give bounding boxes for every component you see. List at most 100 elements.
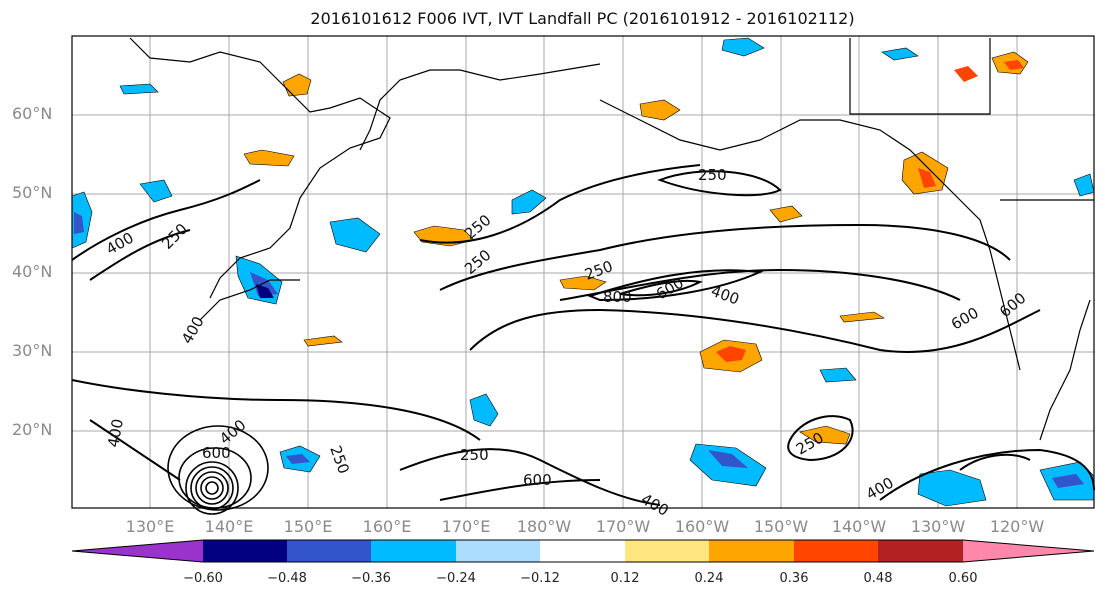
ivt-contours (71, 164, 1095, 506)
negative-anomaly-core (1052, 474, 1084, 488)
positive-anomaly-core (1004, 60, 1024, 70)
negative-anomaly-patch (917, 469, 987, 507)
colorbar-tick-label: 0.12 (610, 571, 640, 586)
ivt-contour-400 (559, 268, 961, 301)
ivt-contour-250 (657, 170, 782, 197)
longitude-label: 150°W (753, 517, 809, 536)
ivt-contour-250 (419, 164, 701, 244)
colorbar-segment (371, 540, 456, 562)
latitude-label: 30°N (12, 341, 53, 360)
positive-anomaly-patch (559, 275, 607, 291)
map-frame (71, 35, 1095, 509)
longitude-label: 180°W (516, 517, 572, 536)
ivt-contour-250 (71, 179, 261, 261)
positive-anomaly-core (918, 168, 936, 188)
ivt-contour-250 (439, 223, 1011, 291)
graticule (72, 36, 1094, 508)
contour-label: 400 (104, 417, 127, 448)
asia-coastline (129, 37, 391, 299)
negative-anomaly-patch (511, 189, 547, 215)
latitude-label: 60°N (12, 104, 53, 123)
longitude-label: 130°E (125, 517, 175, 536)
positive-anomaly-patch (282, 73, 312, 97)
longitude-label: 170°E (441, 517, 491, 536)
canada-border (849, 38, 991, 115)
negative-anomaly-max (256, 284, 274, 298)
ivt-contour-250 (399, 448, 661, 506)
ivt-contour-400 (879, 448, 1095, 501)
positive-anomaly-patch (769, 205, 803, 223)
colorbar-tick-label: −0.12 (520, 571, 560, 586)
ivt-contour-600 (587, 269, 764, 302)
negative-anomaly-core (286, 454, 310, 464)
negative-anomaly-patch (329, 217, 381, 253)
negative-anomaly-patch (881, 47, 919, 61)
negative-anomaly-core (708, 450, 748, 468)
contour-label: 250 (460, 446, 489, 464)
positive-anomaly-patch (243, 149, 295, 167)
map-title: 2016101612 F006 IVT, IVT Landfall PC (20… (310, 9, 855, 28)
longitude-label: 120°W (989, 517, 1045, 536)
colorbar-segment (287, 540, 371, 562)
colorbar-tick-label: 0.36 (779, 571, 809, 586)
ivt-contour-400 (469, 308, 1041, 353)
colorbar-segment (794, 540, 878, 562)
positive-anomaly-patch (303, 335, 343, 347)
longitude-label: 160°W (674, 517, 730, 536)
contour-label: 800 (603, 288, 632, 306)
ivt-contour-600 (439, 479, 601, 501)
west-us-coastline (1039, 299, 1091, 441)
alaska-coastline (599, 99, 1021, 371)
longitude-label: 160°E (362, 517, 412, 536)
latitude-label: 20°N (12, 420, 53, 439)
contour-label: 250 (698, 166, 727, 184)
longitude-label: 140°E (204, 517, 254, 536)
positive-anomaly-core (716, 346, 746, 362)
colorbar-segment (709, 540, 794, 562)
colorbar-tick-label: −0.24 (436, 571, 476, 586)
contour-label: 600 (202, 444, 231, 462)
colorbar-segment (203, 540, 287, 562)
colorbar-tick-label: −0.36 (351, 571, 391, 586)
colorbar-extend-high (963, 540, 1094, 562)
negative-anomaly-patch (119, 83, 159, 95)
longitude-label: 150°E (283, 517, 333, 536)
negative-anomaly-patch (721, 37, 765, 57)
colorbar-segment (625, 540, 709, 562)
negative-anomaly-patch (819, 367, 857, 383)
typhoon-contours (167, 425, 269, 515)
contour-label: 600 (523, 471, 552, 489)
longitude-label: 170°W (595, 517, 651, 536)
ivt-contour-600 (959, 453, 1031, 471)
typhoon-contour-ring (205, 481, 219, 495)
typhoon-contour-ring (200, 476, 224, 500)
ivt-contour-800 (619, 279, 704, 297)
longitude-label: 140°W (831, 517, 887, 536)
positive-anomaly-core (954, 66, 978, 82)
colorbar-segment (456, 540, 540, 562)
positive-anomaly-patch (799, 425, 851, 445)
colorbar-tick-label: −0.48 (267, 571, 307, 586)
positive-anomaly-patch (839, 311, 885, 323)
colorbar-extend-low (72, 540, 203, 562)
colorbar-segment (540, 540, 625, 562)
colorbar-tick-label: 0.48 (863, 571, 893, 586)
ivt-contour-400 (89, 419, 181, 481)
negative-anomaly-patch (469, 393, 499, 427)
colorbar-tick-label: 0.24 (694, 571, 724, 586)
negative-anomaly-patch (139, 179, 173, 203)
positive-anomaly-patch (639, 99, 681, 121)
ivt-contour-250 (71, 379, 481, 441)
ivt-contour-250 (787, 415, 854, 462)
colorbar-segment (878, 540, 963, 562)
japan-coastline (199, 279, 300, 321)
coastlines (129, 37, 1094, 441)
negative-anomaly-core (250, 272, 278, 296)
ivt-contour-400 (89, 229, 191, 281)
typhoon-contour-ring (185, 461, 239, 515)
typhoon-contour-ring (167, 425, 269, 511)
latitude-label: 40°N (12, 262, 53, 281)
latitude-label: 50°N (12, 183, 53, 202)
siberia-coastline (359, 63, 601, 151)
